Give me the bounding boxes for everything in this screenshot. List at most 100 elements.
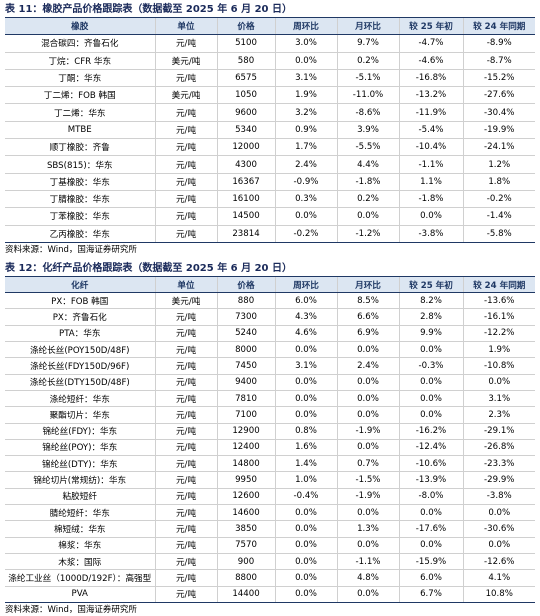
cell: 丁烷：CFR 华东 bbox=[5, 52, 155, 70]
cell: 16367 bbox=[216, 173, 275, 191]
cell: 美元/吨 bbox=[154, 52, 217, 70]
header-cell: 化纤 bbox=[5, 275, 155, 294]
cell: -4.6% bbox=[398, 52, 463, 70]
cell: 0.8% bbox=[274, 423, 337, 440]
cell: -8.0% bbox=[398, 488, 463, 506]
header-cell: 周环比 bbox=[274, 16, 337, 36]
cell: -0.9% bbox=[274, 173, 337, 191]
cell: 元/吨 bbox=[154, 586, 217, 603]
cell: PX：齐鲁石化 bbox=[5, 308, 155, 326]
cell: 0.0% bbox=[336, 586, 399, 603]
cell: 元/吨 bbox=[154, 488, 217, 506]
cell: -1.8% bbox=[398, 190, 463, 209]
cell: 0.0% bbox=[336, 341, 399, 359]
cell: 丁酮：华东 bbox=[5, 69, 155, 88]
cell: 棉短绒：华东 bbox=[5, 520, 155, 538]
header-cell: 较 25 年初 bbox=[398, 275, 463, 294]
data-row: 丁二烯：华东 元/吨 9600 3.2% -8.6% -11.9% -30.4% bbox=[5, 103, 535, 122]
cell: 9400 bbox=[216, 374, 275, 391]
data-row: 丁烷：CFR 华东 美元/吨 580 0.0% 0.2% -4.6% -8.7% bbox=[5, 52, 535, 70]
cell: 元/吨 bbox=[154, 173, 217, 191]
cell: 9.9% bbox=[398, 325, 463, 343]
cell: -3.8% bbox=[398, 225, 463, 243]
cell: 8.2% bbox=[398, 292, 463, 310]
cell: 涤纶长丝(DTY150D/48F) bbox=[5, 374, 155, 391]
cell: 1.8% bbox=[462, 173, 535, 191]
cell: 0.0% bbox=[274, 374, 337, 391]
cell: 元/吨 bbox=[154, 325, 217, 343]
cell: 0.0% bbox=[336, 537, 399, 554]
cell: -24.1% bbox=[462, 138, 535, 157]
cell: 丁二烯：华东 bbox=[5, 103, 155, 122]
cell: 聚酯切片：华东 bbox=[5, 406, 155, 424]
cell: 580 bbox=[216, 52, 275, 70]
cell: 元/吨 bbox=[154, 207, 217, 226]
cell: 14600 bbox=[216, 504, 275, 522]
cell: 3.1% bbox=[462, 390, 535, 408]
cell: 1.6% bbox=[274, 439, 337, 457]
cell: 粘胶短纤 bbox=[5, 488, 155, 506]
cell: 元/吨 bbox=[154, 569, 217, 587]
cell: 元/吨 bbox=[154, 471, 217, 489]
header-cell: 价格 bbox=[216, 16, 275, 36]
table-title: 表 11：橡胶产品价格跟踪表（数据截至 2025 年 6 月 20 日） bbox=[5, 4, 292, 15]
cell: 1.7% bbox=[274, 138, 337, 157]
cell: 3.0% bbox=[274, 34, 337, 53]
cell: 0.0% bbox=[274, 207, 337, 226]
cell: 0.0% bbox=[462, 537, 535, 554]
source-note: 资料来源：Wind，国海证券研究所 bbox=[5, 604, 137, 615]
cell: -13.2% bbox=[398, 86, 463, 105]
cell: 0.0% bbox=[274, 341, 337, 359]
data-row: 棉浆：华东 元/吨 7570 0.0% 0.0% 0.0% 0.0% bbox=[5, 537, 535, 554]
cell: -0.3% bbox=[398, 357, 463, 375]
cell: PTA：华东 bbox=[5, 325, 155, 343]
cell: -30.6% bbox=[462, 520, 535, 538]
data-row: 丁腈橡胶：华东 元/吨 16100 0.3% 0.2% -1.8% -0.2% bbox=[5, 190, 535, 209]
cell: 0.0% bbox=[274, 553, 337, 571]
cell: -10.6% bbox=[398, 455, 463, 473]
cell: 棉浆：华东 bbox=[5, 537, 155, 554]
cell: 8800 bbox=[216, 569, 275, 587]
header-cell: 月环比 bbox=[336, 16, 399, 36]
price-table: 化纤 单位 价格 周环比 月环比较 25 年初较 24 年同期 PX：FOB 韩国 美元/吨… bbox=[5, 275, 535, 603]
cell: 0.0% bbox=[274, 52, 337, 70]
header-cell: 橡胶 bbox=[5, 16, 155, 36]
cell: 1.9% bbox=[462, 341, 535, 359]
cell: 丁腈橡胶：华东 bbox=[5, 190, 155, 209]
cell: 7450 bbox=[216, 357, 275, 375]
cell: 0.0% bbox=[274, 504, 337, 522]
data-row: 锦纶丝(DTY)：华东 元/吨 14800 1.4% 0.7% -10.6% -23.3% bbox=[5, 455, 535, 473]
cell: 涤纶长丝(POY150D/48F) bbox=[5, 341, 155, 359]
cell: 0.0% bbox=[462, 504, 535, 522]
cell: 涤纶工业丝（1000D/192F）：高强型 bbox=[5, 569, 155, 587]
cell: 0.0% bbox=[274, 390, 337, 408]
cell: 5100 bbox=[216, 34, 275, 53]
cell: 4.6% bbox=[274, 325, 337, 343]
cell: -29.1% bbox=[462, 423, 535, 440]
cell: -10.4% bbox=[398, 138, 463, 157]
cell: 3.1% bbox=[274, 357, 337, 375]
cell: -5.1% bbox=[336, 69, 399, 88]
data-row: 棉短绒：华东 元/吨 3850 0.0% 1.3% -17.6% -30.6% bbox=[5, 520, 535, 538]
cell: 元/吨 bbox=[154, 155, 217, 174]
cell: -16.1% bbox=[462, 308, 535, 326]
cell: -15.9% bbox=[398, 553, 463, 571]
data-row: MTBE 元/吨 5340 0.9% 3.9% -5.4% -19.9% bbox=[5, 121, 535, 140]
cell: 6.9% bbox=[336, 325, 399, 343]
cell: 900 bbox=[216, 553, 275, 571]
data-row: 丁苯橡胶：华东 元/吨 14500 0.0% 0.0% 0.0% -1.4% bbox=[5, 207, 535, 226]
cell: 6575 bbox=[216, 69, 275, 88]
cell: 0.0% bbox=[336, 406, 399, 424]
cell: 1.2% bbox=[462, 155, 535, 174]
data-row: 丁基橡胶：华东 元/吨 16367 -0.9% -1.8% 1.1% 1.8% bbox=[5, 173, 535, 191]
header-cell: 单位 bbox=[154, 275, 217, 294]
cell: 涤纶短纤：华东 bbox=[5, 390, 155, 408]
cell: 元/吨 bbox=[154, 341, 217, 359]
cell: -29.9% bbox=[462, 471, 535, 489]
cell: -19.9% bbox=[462, 121, 535, 140]
cell: 14500 bbox=[216, 207, 275, 226]
cell: -5.8% bbox=[462, 225, 535, 243]
header-cell: 价格 bbox=[216, 275, 275, 294]
cell: -5.5% bbox=[336, 138, 399, 157]
cell: -1.2% bbox=[336, 225, 399, 243]
